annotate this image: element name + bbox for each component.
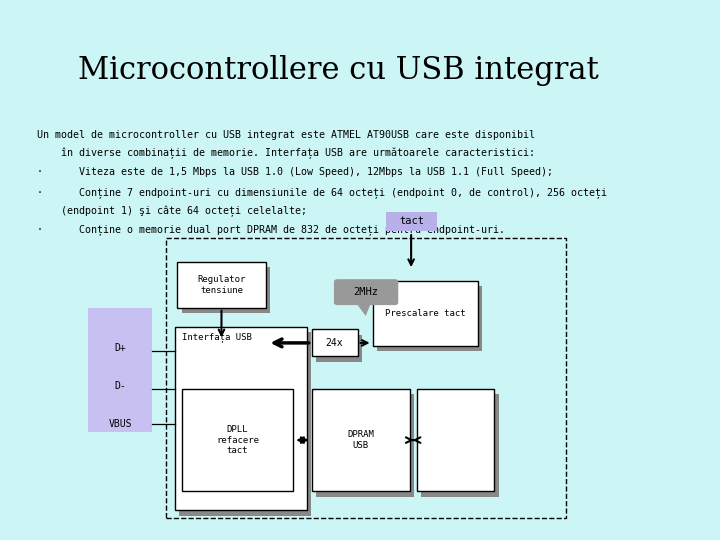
Text: Un model de microcontroller cu USB integrat este ATMEL AT90USB care este disponi: Un model de microcontroller cu USB integ… [37,130,535,140]
Bar [181,267,269,313]
Polygon shape [356,302,372,316]
Text: Regulator
tensiune: Regulator tensiune [197,275,246,294]
Text: Prescalare tact: Prescalare tact [384,309,465,318]
Bar [420,394,498,497]
Bar [377,286,482,351]
Bar [88,308,153,432]
Bar [417,389,495,491]
Bar [386,212,437,231]
Bar [315,335,361,362]
Bar [312,329,358,356]
FancyBboxPatch shape [334,279,398,305]
Bar [181,389,293,491]
Text: 24x: 24x [325,338,343,348]
Text: DPRAM
USB: DPRAM USB [347,430,374,450]
Text: D+: D+ [114,343,126,353]
Text: Interfața USB: Interfața USB [181,333,251,342]
Text: 2MHz: 2MHz [354,287,379,297]
Bar [166,238,565,518]
Text: ·      Conține 7 endpoint-uri cu dimensiunile de 64 octeți (endpoint 0, de contr: · Conține 7 endpoint-uri cu dimensiunile… [37,187,607,198]
Text: ·      Conține o memorie dual port DPRAM de 832 de octeți pentru endpoint-uri.: · Conține o memorie dual port DPRAM de 8… [37,224,505,235]
Bar [177,262,266,308]
Text: în diverse combinații de memorie. Interfața USB are următoarele caracteristici:: în diverse combinații de memorie. Interf… [37,147,535,159]
Bar [175,327,307,510]
Bar [315,394,414,497]
Bar [312,389,410,491]
Text: (endpoint 1) şi câte 64 octeți celelalte;: (endpoint 1) şi câte 64 octeți celelalte… [37,205,307,217]
Text: VBUS: VBUS [109,419,132,429]
Bar [179,332,311,516]
Text: D-: D- [114,381,126,391]
Text: ·      Viteza este de 1,5 Mbps la USB 1.0 (Low Speed), 12Mbps la USB 1.1 (Full S: · Viteza este de 1,5 Mbps la USB 1.0 (Lo… [37,167,553,178]
Text: tact: tact [399,216,424,226]
Bar [372,281,477,346]
Text: Microcontrollere cu USB integrat: Microcontrollere cu USB integrat [78,55,599,86]
Text: DPLL
refacere
tact: DPLL refacere tact [216,425,259,455]
